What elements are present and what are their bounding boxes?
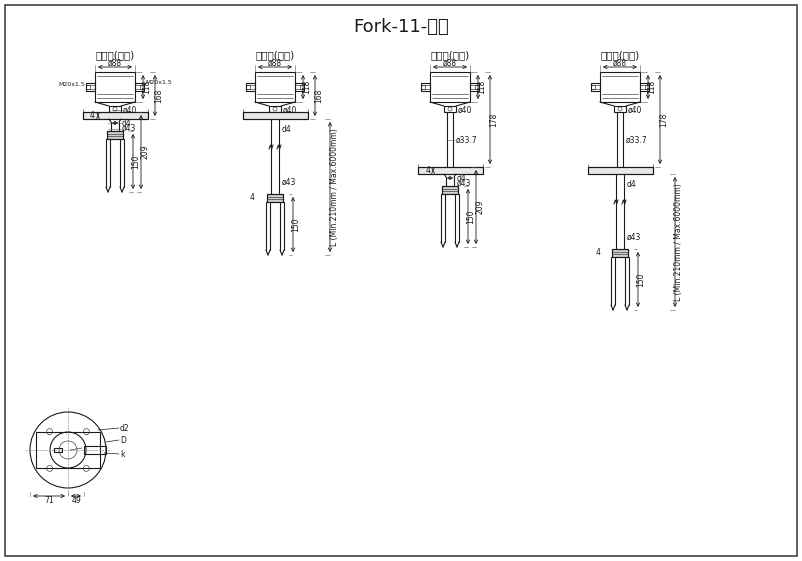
Text: 加长型(高温): 加长型(高温) <box>601 50 640 60</box>
Bar <box>640 83 649 91</box>
Text: ø40: ø40 <box>628 105 642 114</box>
Text: ø43: ø43 <box>457 178 472 187</box>
Text: 118: 118 <box>477 80 487 94</box>
Bar <box>300 85 304 89</box>
Text: ø88: ø88 <box>613 58 627 67</box>
Text: ø40: ø40 <box>123 105 137 114</box>
Text: 209: 209 <box>140 145 149 159</box>
Text: ø88: ø88 <box>268 58 282 67</box>
Bar <box>645 85 649 89</box>
Text: k: k <box>120 449 124 458</box>
Text: L (Min.210mm / Max.6000mm): L (Min.210mm / Max.6000mm) <box>330 128 338 246</box>
Text: 4: 4 <box>250 193 255 202</box>
Bar <box>588 167 653 174</box>
Text: 4: 4 <box>595 248 600 257</box>
Bar <box>83 112 148 119</box>
Bar <box>295 83 304 91</box>
Bar <box>418 167 483 174</box>
Text: ø43: ø43 <box>122 123 136 132</box>
Bar <box>430 72 470 102</box>
Text: 178: 178 <box>489 112 499 127</box>
Bar <box>95 72 135 102</box>
Text: ø33.7: ø33.7 <box>456 136 478 145</box>
Text: ø33.7: ø33.7 <box>626 136 648 145</box>
Text: 118: 118 <box>647 80 657 94</box>
Bar <box>612 249 628 257</box>
Text: Fork-11-法兰: Fork-11-法兰 <box>353 18 449 36</box>
Text: d4: d4 <box>282 125 292 134</box>
Bar <box>591 85 595 89</box>
Text: D: D <box>120 435 126 444</box>
Bar <box>242 112 307 119</box>
Text: 49: 49 <box>71 495 81 504</box>
Text: 178: 178 <box>659 112 669 127</box>
Text: 118: 118 <box>302 80 311 94</box>
Text: 150: 150 <box>467 209 476 224</box>
Text: ø88: ø88 <box>443 58 457 67</box>
Bar <box>86 85 90 89</box>
Text: d4: d4 <box>457 173 467 182</box>
Bar <box>269 106 281 112</box>
Text: ø40: ø40 <box>458 105 472 114</box>
Bar <box>614 106 626 112</box>
Bar <box>444 106 456 112</box>
Text: 150: 150 <box>291 217 301 232</box>
Bar <box>600 72 640 102</box>
Bar <box>135 83 144 91</box>
Text: ø88: ø88 <box>108 58 122 67</box>
Bar <box>475 85 479 89</box>
Bar <box>588 167 653 174</box>
Bar <box>442 186 458 194</box>
Bar <box>54 448 62 452</box>
Text: ø43: ø43 <box>627 232 642 241</box>
Bar <box>246 83 255 91</box>
Text: M20x1.5: M20x1.5 <box>59 81 85 86</box>
Text: 71: 71 <box>44 495 54 504</box>
Bar <box>418 167 483 174</box>
Text: 168: 168 <box>314 88 323 103</box>
Text: M20x1.5: M20x1.5 <box>145 80 172 85</box>
Bar <box>140 85 144 89</box>
Bar <box>246 85 250 89</box>
Bar <box>107 131 123 139</box>
Bar <box>421 85 425 89</box>
Bar <box>242 112 307 119</box>
Bar <box>83 112 148 119</box>
Text: 168: 168 <box>155 88 164 103</box>
Bar <box>267 194 283 202</box>
Bar <box>255 72 295 102</box>
Bar <box>109 106 121 112</box>
Bar <box>421 83 430 91</box>
Text: 118: 118 <box>143 80 152 94</box>
Text: 标准型(常温): 标准型(常温) <box>95 50 135 60</box>
Bar <box>267 194 283 202</box>
Bar <box>84 446 106 454</box>
Text: L (Min.210mm / Max.6000mm): L (Min.210mm / Max.6000mm) <box>674 183 683 301</box>
Text: 4: 4 <box>90 111 95 120</box>
Bar <box>612 249 628 257</box>
Text: d4: d4 <box>122 118 132 127</box>
Bar <box>36 432 100 468</box>
Text: 标准型(高温): 标准型(高温) <box>431 50 470 60</box>
Text: ø40: ø40 <box>283 105 298 114</box>
Text: 209: 209 <box>476 200 484 214</box>
Text: d2: d2 <box>120 424 130 433</box>
Bar <box>591 83 600 91</box>
Text: 150: 150 <box>637 272 646 287</box>
Bar <box>86 83 95 91</box>
Bar <box>442 186 458 194</box>
Text: d4: d4 <box>627 180 637 188</box>
Text: 150: 150 <box>132 154 140 169</box>
Text: ø43: ø43 <box>282 177 297 186</box>
Text: 加长型(常温): 加长型(常温) <box>255 50 294 60</box>
Bar <box>470 83 479 91</box>
Text: 4: 4 <box>425 166 430 175</box>
Bar <box>107 131 123 139</box>
